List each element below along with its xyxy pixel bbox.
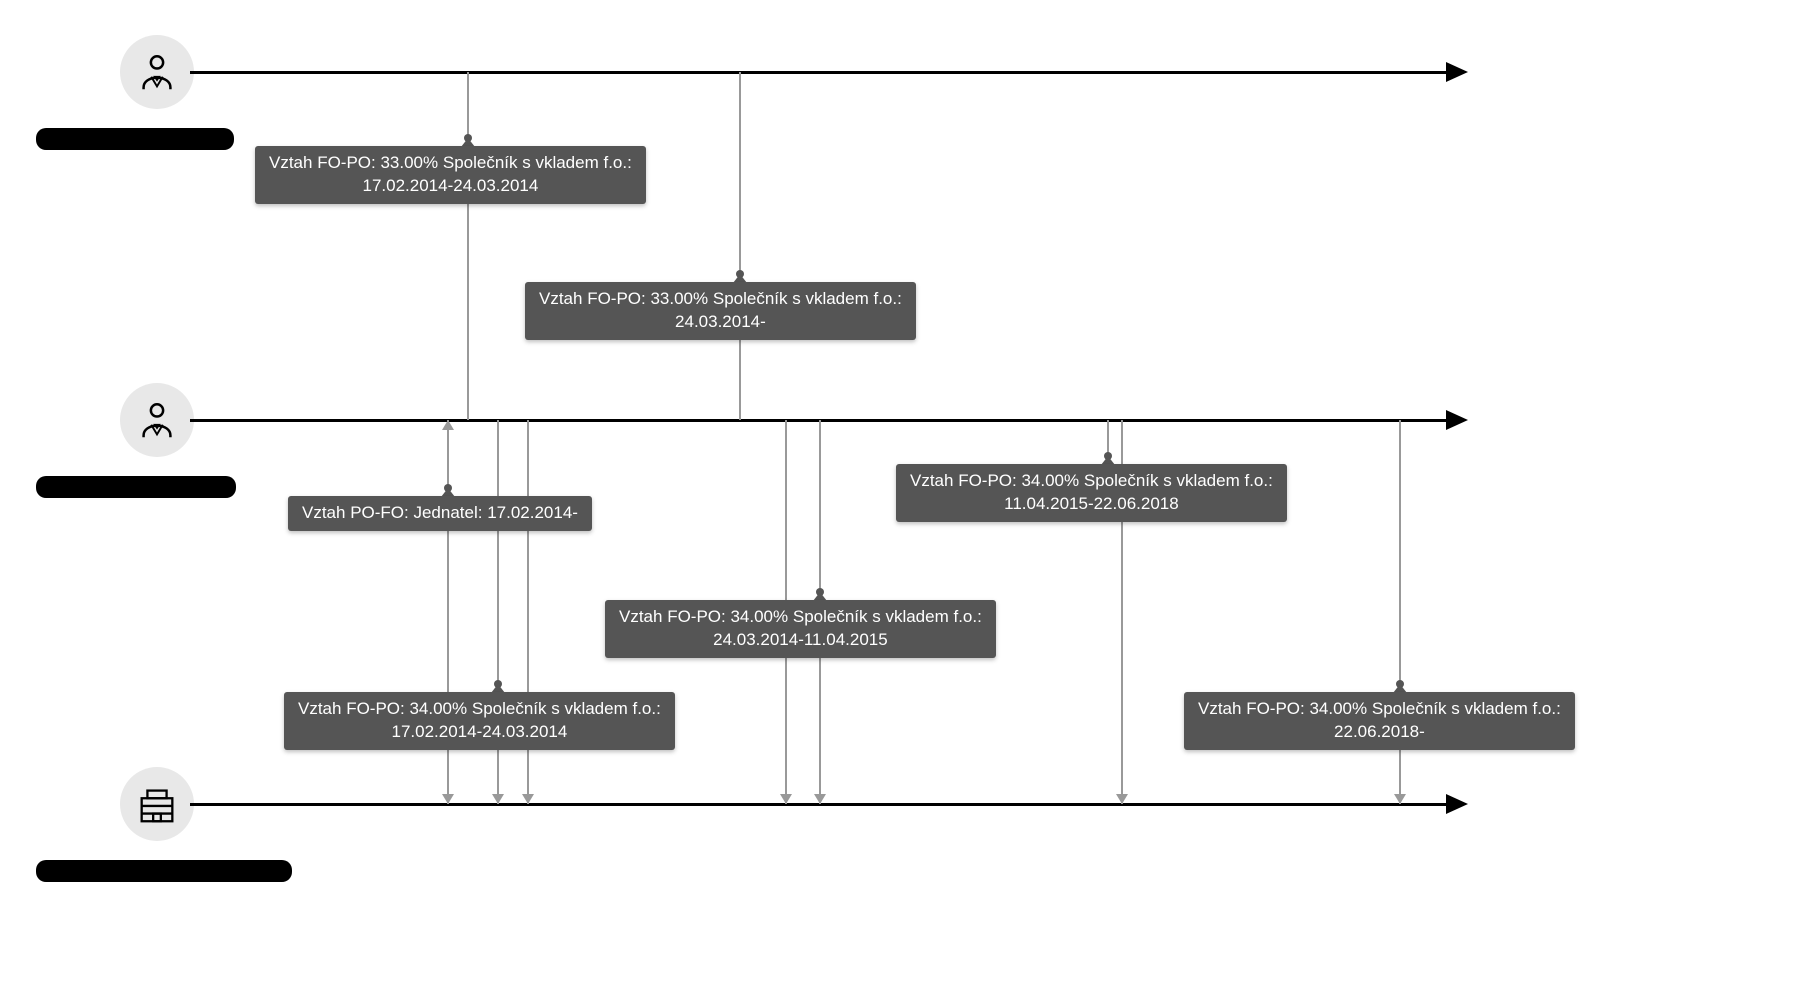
entity-label-redacted <box>36 128 234 150</box>
axis-arrowhead <box>1446 410 1468 430</box>
relationship-tooltip[interactable]: Vztah FO-PO: 34.00% Společník s vkladem … <box>284 692 675 750</box>
relationship-tooltip[interactable]: Vztah FO-PO: 34.00% Společník s vkladem … <box>896 464 1287 522</box>
tooltip-line1: Vztah FO-PO: 34.00% Společník s vkladem … <box>1198 699 1561 718</box>
tooltip-line2: 17.02.2014-24.03.2014 <box>392 722 568 741</box>
timeline-diagram: Vztah FO-PO: 33.00% Společník s vkladem … <box>0 0 1802 994</box>
axis-arrowhead <box>1446 794 1468 814</box>
connector-arrow-down-icon <box>1116 794 1128 804</box>
connector-arrow-down-icon <box>780 794 792 804</box>
axis-arrowhead <box>1446 62 1468 82</box>
tooltip-line1: Vztah PO-FO: Jednatel: 17.02.2014- <box>302 503 578 522</box>
relationship-tooltip[interactable]: Vztah PO-FO: Jednatel: 17.02.2014- <box>288 496 592 531</box>
entity-label-redacted <box>36 476 236 498</box>
company-icon <box>120 767 194 841</box>
entity-label-redacted <box>36 860 292 882</box>
connector-arrow-up-icon <box>442 420 454 430</box>
person-icon <box>120 383 194 457</box>
tooltip-line1: Vztah FO-PO: 34.00% Společník s vkladem … <box>298 699 661 718</box>
connector-line <box>739 72 741 420</box>
timeline-axis <box>190 71 1448 74</box>
relationship-tooltip[interactable]: Vztah FO-PO: 33.00% Společník s vkladem … <box>255 146 646 204</box>
tooltip-line2: 22.06.2018- <box>1334 722 1425 741</box>
person-icon <box>120 35 194 109</box>
tooltip-line1: Vztah FO-PO: 33.00% Společník s vkladem … <box>269 153 632 172</box>
tooltip-line2: 24.03.2014-11.04.2015 <box>713 630 888 649</box>
connector-arrow-down-icon <box>522 794 534 804</box>
connector-arrow-down-icon <box>442 794 454 804</box>
tooltip-line2: 11.04.2015-22.06.2018 <box>1004 494 1179 513</box>
tooltip-line1: Vztah FO-PO: 33.00% Společník s vkladem … <box>539 289 902 308</box>
connector-line <box>467 72 469 420</box>
relationship-tooltip[interactable]: Vztah FO-PO: 33.00% Společník s vkladem … <box>525 282 916 340</box>
relationship-tooltip[interactable]: Vztah FO-PO: 34.00% Společník s vkladem … <box>605 600 996 658</box>
connector-arrow-down-icon <box>492 794 504 804</box>
connector-arrow-down-icon <box>1394 794 1406 804</box>
tooltip-line1: Vztah FO-PO: 34.00% Společník s vkladem … <box>619 607 982 626</box>
tooltip-line2: 17.02.2014-24.03.2014 <box>363 176 539 195</box>
connector-arrow-down-icon <box>814 794 826 804</box>
tooltip-line2: 24.03.2014- <box>675 312 766 331</box>
relationship-tooltip[interactable]: Vztah FO-PO: 34.00% Společník s vkladem … <box>1184 692 1575 750</box>
tooltip-line1: Vztah FO-PO: 34.00% Společník s vkladem … <box>910 471 1273 490</box>
